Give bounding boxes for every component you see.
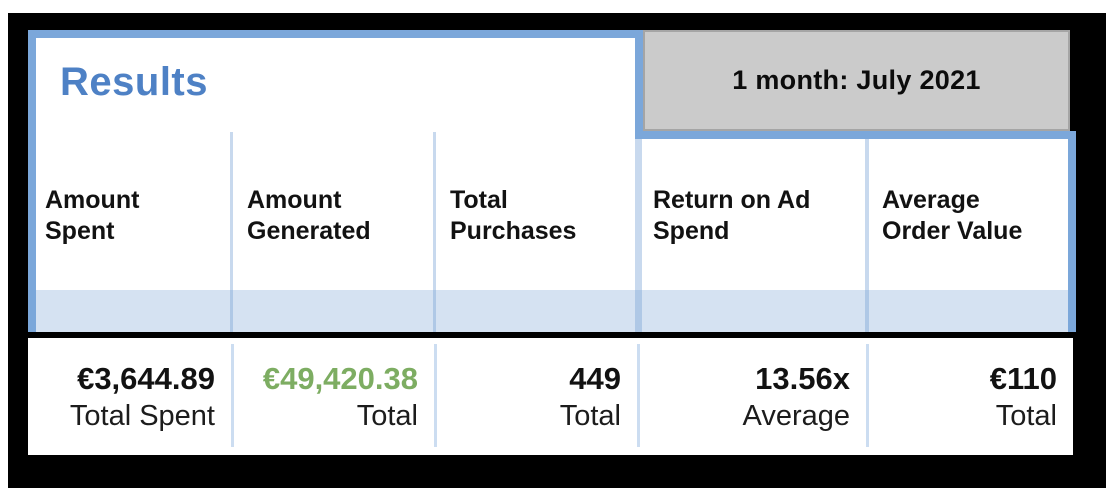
amount-generated-caption: Total [356,399,418,432]
border-patch [1068,30,1076,131]
value-cell-total-purchases: 449 Total [434,338,637,455]
row-divider-1 [231,344,234,447]
column-divider-4 [865,132,869,332]
badge-bottom-border [635,131,1076,139]
page-title: Results [60,60,208,104]
value-cell-average-order-value: €110 Total [866,338,1073,455]
column-divider-2 [433,132,436,332]
amount-generated-value: €49,420.38 [262,360,418,396]
row-divider-3 [637,344,640,447]
column-header-amount-generated: Amount Generated [247,186,371,245]
return-on-ad-spend-value: 13.56x [755,360,850,396]
column-divider-1 [230,132,233,332]
return-on-ad-spend-caption: Average [742,399,851,432]
column-header-average-order-value: Average Order Value [882,186,1023,245]
value-cell-amount-generated: €49,420.38 Total [231,338,434,455]
period-badge: 1 month: July 2021 [643,30,1070,131]
average-order-value-caption: Total [995,399,1057,432]
column-header-amount-spent: Amount Spent [45,186,140,245]
value-cell-amount-spent: €3,644.89 Total Spent [28,338,231,455]
column-header-total-purchases: Total Purchases [450,186,577,245]
column-divider-3 [635,139,642,332]
average-order-value-value: €110 [989,360,1057,396]
row-divider-4 [866,344,869,447]
amount-spent-value: €3,644.89 [77,360,215,396]
value-cell-return-on-ad-spend: 13.56x Average [637,338,866,455]
highlight-band [36,290,1068,332]
values-row: €3,644.89 Total Spent €49,420.38 Total 4… [28,338,1073,455]
total-purchases-caption: Total [559,399,621,432]
total-purchases-value: 449 [569,360,621,396]
row-divider-2 [434,344,437,447]
amount-spent-caption: Total Spent [69,399,215,432]
column-header-return-on-ad-spend: Return on Ad Spend [653,186,811,245]
card-right-border-segment [635,30,643,139]
